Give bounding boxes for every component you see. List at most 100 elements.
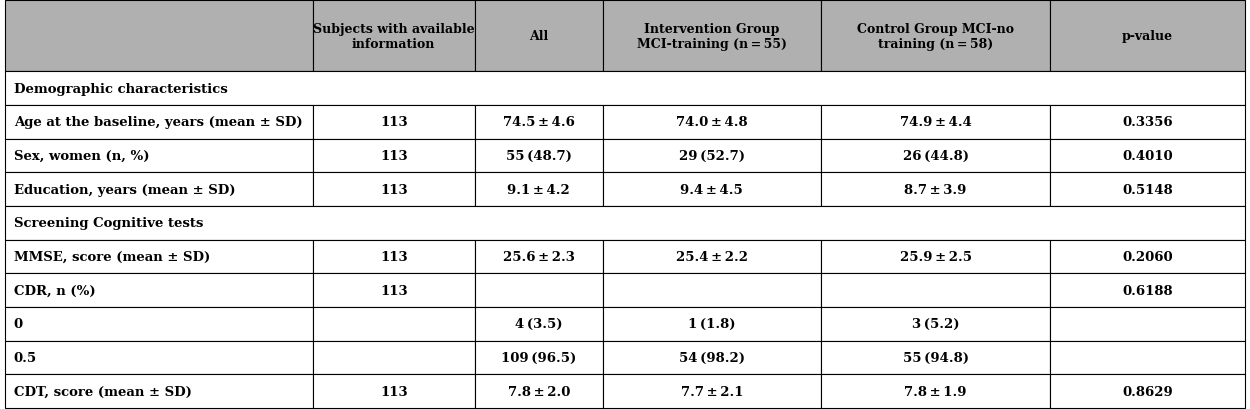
Text: 55 (94.8): 55 (94.8): [902, 351, 969, 364]
Bar: [475, 307, 602, 341]
Bar: [475, 173, 602, 207]
Bar: [5, 307, 312, 341]
Bar: [602, 375, 821, 408]
Text: 0.3356: 0.3356: [1122, 116, 1172, 129]
Bar: [312, 106, 475, 139]
Text: 25.9 ± 2.5: 25.9 ± 2.5: [900, 250, 971, 263]
Text: 0.6188: 0.6188: [1122, 284, 1172, 297]
Text: 0: 0: [14, 318, 22, 330]
Text: 113: 113: [380, 284, 408, 297]
Bar: [5, 72, 1245, 106]
Bar: [312, 307, 475, 341]
Text: 29 (52.7): 29 (52.7): [679, 150, 745, 162]
Text: 25.4 ± 2.2: 25.4 ± 2.2: [676, 250, 747, 263]
Bar: [475, 240, 602, 274]
Bar: [1050, 274, 1245, 307]
Bar: [5, 106, 312, 139]
Text: 55 (48.7): 55 (48.7): [506, 150, 571, 162]
Text: CDR, n (%): CDR, n (%): [14, 284, 95, 297]
Bar: [821, 240, 1050, 274]
Text: 4 (3.5): 4 (3.5): [515, 318, 562, 330]
Bar: [821, 139, 1050, 173]
Text: 113: 113: [380, 385, 408, 398]
Bar: [475, 139, 602, 173]
Text: 74.9 ± 4.4: 74.9 ± 4.4: [900, 116, 971, 129]
Text: 3 (5.2): 3 (5.2): [911, 318, 960, 330]
Bar: [602, 106, 821, 139]
Bar: [312, 274, 475, 307]
Bar: [602, 307, 821, 341]
Bar: [5, 375, 312, 408]
Bar: [475, 274, 602, 307]
Bar: [5, 1, 312, 72]
Bar: [602, 240, 821, 274]
Text: MMSE, score (mean ± SD): MMSE, score (mean ± SD): [14, 250, 210, 263]
Bar: [312, 1, 475, 72]
Bar: [821, 173, 1050, 207]
Bar: [1050, 240, 1245, 274]
Text: 109 (96.5): 109 (96.5): [501, 351, 576, 364]
Bar: [5, 341, 312, 375]
Text: Subjects with available
information: Subjects with available information: [312, 22, 475, 50]
Text: 7.8 ± 1.9: 7.8 ± 1.9: [904, 385, 968, 398]
Bar: [821, 341, 1050, 375]
Bar: [602, 1, 821, 72]
Bar: [312, 139, 475, 173]
Bar: [602, 139, 821, 173]
Text: 7.8 ± 2.0: 7.8 ± 2.0: [508, 385, 570, 398]
Text: 54 (98.2): 54 (98.2): [679, 351, 745, 364]
Bar: [602, 274, 821, 307]
Text: 113: 113: [380, 150, 408, 162]
Bar: [821, 307, 1050, 341]
Text: 9.1 ± 4.2: 9.1 ± 4.2: [508, 183, 570, 196]
Text: 0.5148: 0.5148: [1122, 183, 1172, 196]
Text: 113: 113: [380, 250, 408, 263]
Bar: [312, 173, 475, 207]
Bar: [1050, 341, 1245, 375]
Text: 8.7 ± 3.9: 8.7 ± 3.9: [905, 183, 966, 196]
Text: 74.5 ± 4.6: 74.5 ± 4.6: [503, 116, 575, 129]
Bar: [821, 106, 1050, 139]
Bar: [312, 240, 475, 274]
Bar: [312, 375, 475, 408]
Bar: [5, 173, 312, 207]
Text: 7.7 ± 2.1: 7.7 ± 2.1: [680, 385, 742, 398]
Text: 26 (44.8): 26 (44.8): [902, 150, 969, 162]
Bar: [821, 375, 1050, 408]
Text: Control Group MCI-no
training (n = 58): Control Group MCI-no training (n = 58): [858, 22, 1014, 50]
Text: 0.2060: 0.2060: [1122, 250, 1172, 263]
Text: 0.8629: 0.8629: [1122, 385, 1172, 398]
Bar: [475, 1, 602, 72]
Bar: [1050, 106, 1245, 139]
Text: All: All: [529, 30, 549, 43]
Bar: [5, 207, 1245, 240]
Bar: [475, 341, 602, 375]
Text: Education, years (mean ± SD): Education, years (mean ± SD): [14, 183, 235, 196]
Text: CDT, score (mean ± SD): CDT, score (mean ± SD): [14, 385, 191, 398]
Bar: [1050, 139, 1245, 173]
Text: p-value: p-value: [1122, 30, 1172, 43]
Text: 9.4 ± 4.5: 9.4 ± 4.5: [680, 183, 744, 196]
Bar: [821, 274, 1050, 307]
Text: Sex, women (n, %): Sex, women (n, %): [14, 150, 149, 162]
Bar: [821, 1, 1050, 72]
Bar: [5, 274, 312, 307]
Text: 1 (1.8): 1 (1.8): [688, 318, 735, 330]
Bar: [602, 341, 821, 375]
Bar: [1050, 307, 1245, 341]
Bar: [1050, 173, 1245, 207]
Text: Demographic characteristics: Demographic characteristics: [14, 82, 227, 95]
Text: Screening Cognitive tests: Screening Cognitive tests: [14, 217, 202, 230]
Bar: [475, 375, 602, 408]
Bar: [5, 139, 312, 173]
Text: 113: 113: [380, 116, 408, 129]
Bar: [475, 106, 602, 139]
Bar: [602, 173, 821, 207]
Bar: [5, 240, 312, 274]
Text: 0.4010: 0.4010: [1122, 150, 1172, 162]
Text: 0.5: 0.5: [14, 351, 38, 364]
Text: 25.6 ± 2.3: 25.6 ± 2.3: [503, 250, 575, 263]
Text: Age at the baseline, years (mean ± SD): Age at the baseline, years (mean ± SD): [14, 116, 302, 129]
Text: 113: 113: [380, 183, 408, 196]
Text: Intervention Group
MCI-training (n = 55): Intervention Group MCI-training (n = 55): [638, 22, 788, 50]
